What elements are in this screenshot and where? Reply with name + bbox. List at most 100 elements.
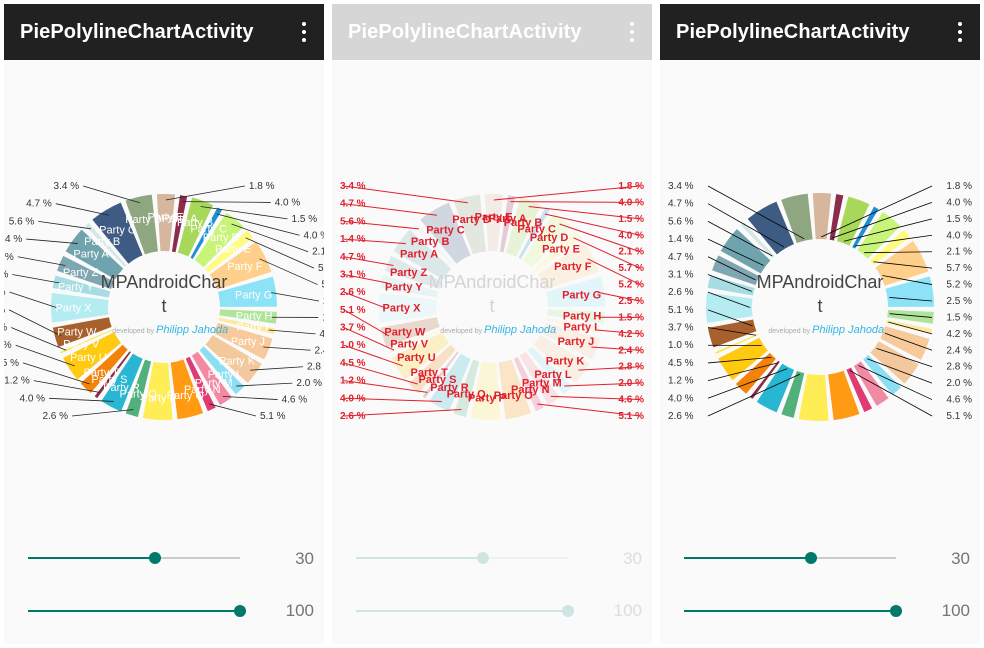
pie-slice[interactable] xyxy=(94,351,131,399)
pie-slice[interactable] xyxy=(190,207,223,259)
pie-slice[interactable] xyxy=(735,352,776,394)
seekbar-x[interactable] xyxy=(28,548,240,568)
pie-slice[interactable] xyxy=(870,341,919,384)
pie-slice[interactable] xyxy=(715,333,759,354)
pie-slice[interactable] xyxy=(887,309,934,324)
pie-slice[interactable] xyxy=(422,351,459,399)
pie-slice[interactable] xyxy=(408,344,456,394)
pie-slice[interactable] xyxy=(142,362,173,420)
pie-slice[interactable] xyxy=(199,346,245,395)
pie-slice[interactable] xyxy=(505,197,542,257)
seekbar-y[interactable] xyxy=(28,601,246,621)
pie-slice[interactable] xyxy=(470,362,501,420)
pie-slice[interactable] xyxy=(527,346,573,395)
pie-slice[interactable] xyxy=(171,195,188,253)
pie-slice[interactable] xyxy=(870,229,910,266)
seekbar-x[interactable] xyxy=(356,548,568,568)
pie-slice[interactable] xyxy=(380,275,439,298)
pie-slice[interactable] xyxy=(829,194,844,241)
pie-slice[interactable] xyxy=(156,194,176,252)
pie-slice[interactable] xyxy=(185,356,216,412)
pie-slice[interactable] xyxy=(740,222,775,259)
pie-slice[interactable] xyxy=(63,332,122,380)
pie-slice[interactable] xyxy=(533,335,590,383)
pie-slice[interactable] xyxy=(781,370,805,418)
seekbar-y-thumb[interactable] xyxy=(234,605,246,617)
pie-slice[interactable] xyxy=(393,229,452,280)
pie-slice[interactable] xyxy=(545,276,605,307)
pie-slice[interactable] xyxy=(384,255,443,290)
pie-slice[interactable] xyxy=(706,292,753,323)
pie-slice[interactable] xyxy=(519,351,560,406)
pie-slice[interactable] xyxy=(798,373,829,421)
pie-slice[interactable] xyxy=(170,359,204,420)
pie-slice[interactable] xyxy=(857,211,901,259)
pie-slice[interactable] xyxy=(513,356,544,412)
pie-slice[interactable] xyxy=(750,360,780,399)
pie-slice[interactable] xyxy=(828,370,860,421)
pie-slice[interactable] xyxy=(863,354,901,395)
seekbar-x-thumb[interactable] xyxy=(805,552,817,564)
pie-slice[interactable] xyxy=(885,276,934,307)
pie-slice[interactable] xyxy=(379,292,437,323)
pie-slice[interactable] xyxy=(205,230,254,273)
pie-slice[interactable] xyxy=(846,367,873,413)
pie-slice[interactable] xyxy=(52,317,112,348)
pie-slice[interactable] xyxy=(125,194,158,255)
pie-slice[interactable] xyxy=(205,335,262,383)
pie-slice[interactable] xyxy=(518,207,551,259)
seekbar-y[interactable] xyxy=(356,601,574,621)
pie-slice[interactable] xyxy=(219,309,277,324)
pie-slice[interactable] xyxy=(812,193,832,240)
seekbar-y-thumb[interactable] xyxy=(562,605,574,617)
pie-slice[interactable] xyxy=(191,351,232,406)
pie-slice[interactable] xyxy=(413,222,455,267)
pie-slice[interactable] xyxy=(484,194,504,252)
pie-slice[interactable] xyxy=(80,344,128,394)
pie-slice[interactable] xyxy=(420,202,471,264)
seekbar-x[interactable] xyxy=(684,548,896,568)
pie-slice[interactable] xyxy=(391,332,450,380)
pie-slice[interactable] xyxy=(85,222,127,267)
pie-chart[interactable]: 3.4 % 4.7 % 5.6 % 1.4 % 4.7 % 3.1 % 2.6 % 5.1 %… xyxy=(660,64,980,524)
pie-slice[interactable] xyxy=(852,206,879,249)
pie-slice[interactable] xyxy=(60,329,113,354)
seekbar-y-thumb[interactable] xyxy=(890,605,902,617)
pie-slice[interactable] xyxy=(51,292,109,323)
pie-slice[interactable] xyxy=(707,275,755,296)
pie-slice[interactable] xyxy=(781,193,813,244)
pie-slice[interactable] xyxy=(125,359,152,417)
pie-slice[interactable] xyxy=(747,201,794,255)
pie-slice[interactable] xyxy=(453,194,486,255)
pie-slice[interactable] xyxy=(194,212,244,268)
seekbar-x-thumb[interactable] xyxy=(149,552,161,564)
pie-slice[interactable] xyxy=(756,363,795,413)
pie-slice[interactable] xyxy=(499,195,516,253)
pie-slice[interactable] xyxy=(547,309,605,324)
pie-slice[interactable] xyxy=(388,329,441,354)
pie-slice[interactable] xyxy=(541,322,601,360)
pie-slice[interactable] xyxy=(533,230,582,273)
pie-slice[interactable] xyxy=(429,353,471,412)
seekbar-y[interactable] xyxy=(684,601,902,621)
pie-slice[interactable] xyxy=(213,322,273,360)
pie-slice[interactable] xyxy=(880,326,930,360)
pie-slice[interactable] xyxy=(537,241,600,290)
pie-slice[interactable] xyxy=(101,353,143,412)
pie-slice[interactable] xyxy=(218,317,275,334)
pie-slice[interactable] xyxy=(52,275,111,298)
pie-slice[interactable] xyxy=(498,359,532,420)
pie-slice[interactable] xyxy=(718,337,768,381)
pie-slice[interactable] xyxy=(56,255,115,290)
overflow-menu-icon[interactable] xyxy=(954,22,966,42)
pie-slice[interactable] xyxy=(546,317,603,334)
pie-slice[interactable] xyxy=(177,197,214,257)
pie-slice[interactable] xyxy=(836,196,870,246)
pie-slice[interactable] xyxy=(853,361,889,406)
pie-slice[interactable] xyxy=(720,228,771,274)
pie-slice[interactable] xyxy=(65,229,124,280)
pie-slice[interactable] xyxy=(209,241,272,290)
overflow-menu-icon[interactable] xyxy=(626,22,638,42)
